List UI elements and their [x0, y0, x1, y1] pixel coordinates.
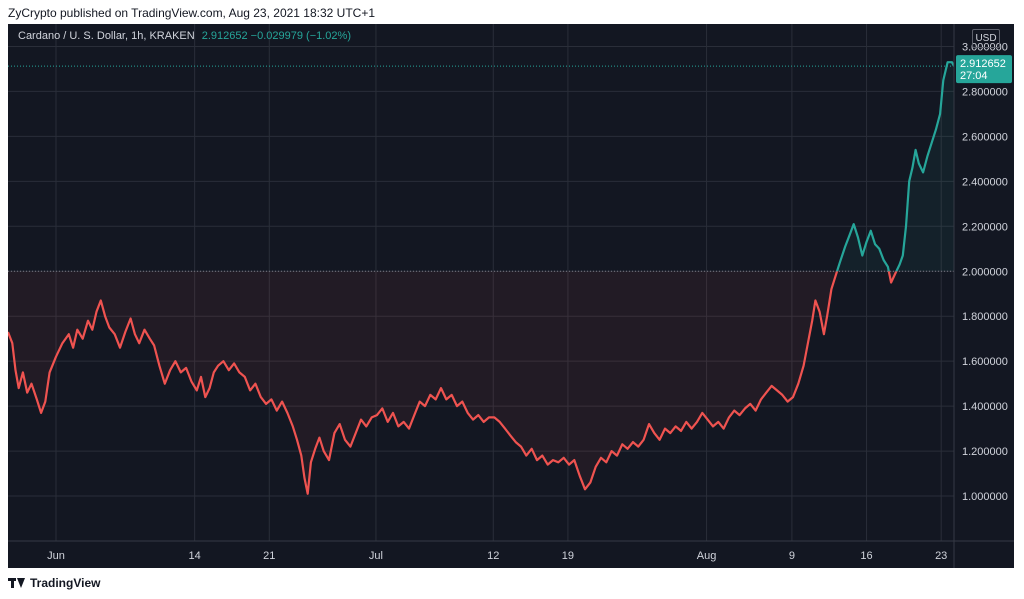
price-chart[interactable]: 1.000000 1.200000 1.400000 1.600000 1.800000… [8, 24, 1014, 568]
x-tick-label: 19 [562, 550, 574, 562]
y-tick-label: 1.000000 [962, 491, 1008, 503]
last-price-badge-bg [956, 55, 1012, 84]
tradingview-logo-icon [8, 577, 26, 589]
area-above-baseline [837, 62, 954, 272]
y-tick-label: 2.200000 [962, 221, 1008, 233]
x-tick-label: 21 [263, 550, 275, 562]
x-tick-label: 16 [860, 550, 872, 562]
x-tick-label: 12 [487, 550, 499, 562]
countdown-label: 27:04 [960, 70, 988, 82]
area-below-baseline [8, 271, 954, 494]
symbol-title: Cardano / U. S. Dollar, 1h, KRAKEN [18, 30, 195, 42]
y-tick-label: 2.400000 [962, 176, 1008, 188]
x-tick-label: 23 [935, 550, 947, 562]
tradingview-footer[interactable]: TradingView [8, 576, 100, 590]
y-tick-label: 2.600000 [962, 131, 1008, 143]
y-tick-label: 1.400000 [962, 401, 1008, 413]
last-price-label: 2.912652 [960, 58, 1006, 70]
x-tick-label: 14 [189, 550, 201, 562]
publish-caption: ZyCrypto published on TradingView.com, A… [8, 6, 376, 20]
currency-button[interactable]: USD [972, 29, 1000, 48]
brand-label: TradingView [30, 576, 101, 590]
y-tick-label: 1.200000 [962, 446, 1008, 458]
y-tick-label: 2.000000 [962, 266, 1008, 278]
x-tick-label: Aug [697, 550, 717, 562]
chart-pane[interactable] [8, 24, 1014, 568]
x-tick-label: 9 [789, 550, 795, 562]
symbol-legend: Cardano / U. S. Dollar, 1h, KRAKEN 2.912… [18, 30, 351, 42]
y-tick-label: 1.600000 [962, 356, 1008, 368]
x-tick-label: Jun [47, 550, 65, 562]
price-change: 2.912652 −0.029979 (−1.02%) [201, 30, 351, 42]
y-tick-label: 2.800000 [962, 86, 1008, 98]
y-tick-label: 1.800000 [962, 311, 1008, 323]
x-tick-label: Jul [369, 550, 383, 562]
price-line-below-baseline [8, 271, 898, 495]
